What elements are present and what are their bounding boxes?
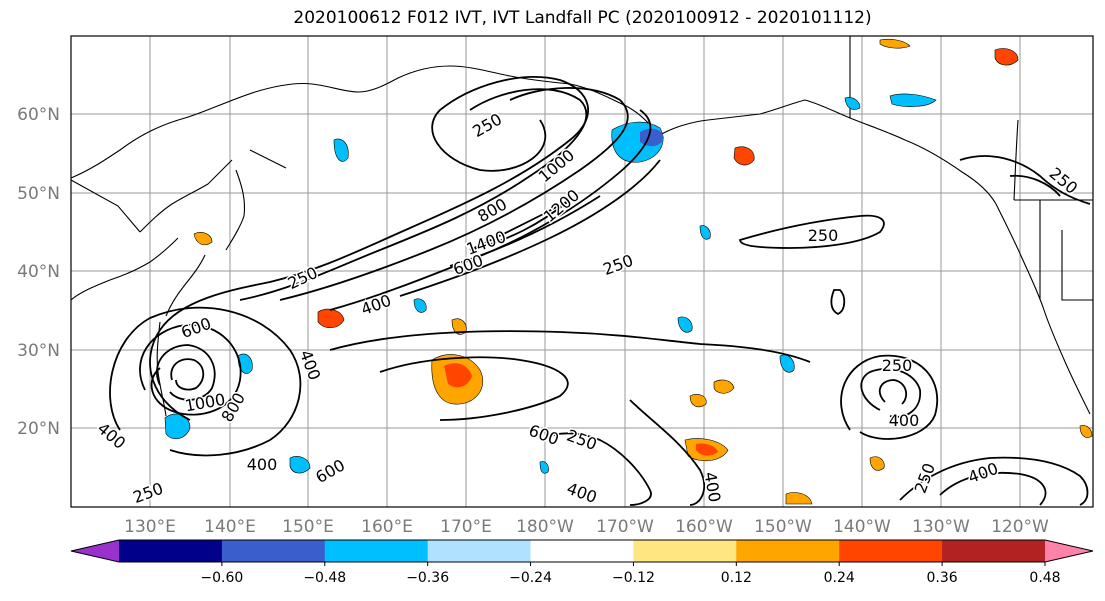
ivt-contours <box>109 76 1091 506</box>
colorbar-tick-label: −0.24 <box>509 570 552 586</box>
lon-label: 160°W <box>675 517 733 537</box>
contour-label: 400 <box>889 411 920 430</box>
colorbar-tick-label: 0.36 <box>927 570 958 586</box>
lon-label: 140°E <box>204 517 256 537</box>
colorbar-tick-label: −0.12 <box>612 570 655 586</box>
lat-label: 40°N <box>17 262 60 282</box>
lon-label: 130°E <box>124 517 176 537</box>
colorbar-segment <box>736 540 840 562</box>
lon-label: 170°W <box>596 517 654 537</box>
colorbar-segment <box>324 540 429 562</box>
contour-label: 250 <box>808 226 839 245</box>
contour-label: 250 <box>882 356 913 375</box>
colorbar: −0.60 −0.48 −0.36 −0.24 −0.12 0.12 0.24 0.36 0.4… <box>70 539 1094 586</box>
latitude-labels: 60°N 50°N 40°N 30°N 20°N <box>17 105 60 439</box>
colorbar-segment <box>530 540 634 562</box>
longitude-labels: 130°E 140°E 150°E 160°E 170°E 180°W 170°W 160°W… <box>124 517 1049 537</box>
colorbar-extend-max <box>1045 540 1093 562</box>
lat-label: 30°N <box>17 341 60 361</box>
colorbar-segment <box>942 540 1046 562</box>
contour-label: 400 <box>247 455 278 474</box>
colorbar-segment <box>119 540 223 562</box>
colorbar-tick-label: 0.12 <box>721 570 752 586</box>
colorbar-tick-label: −0.48 <box>303 570 346 586</box>
map-panel: 2501000600120080014006002504002506004001… <box>70 35 1094 508</box>
lon-label: 160°E <box>361 517 413 537</box>
lon-label: 150°E <box>282 517 334 537</box>
lon-label: 140°W <box>833 517 891 537</box>
lon-label: 130°W <box>912 517 970 537</box>
lon-label: 120°W <box>991 517 1049 537</box>
lat-label: 60°N <box>17 105 60 125</box>
lon-label: 150°W <box>754 517 812 537</box>
colorbar-extend-min <box>71 540 119 562</box>
colorbar-segment <box>839 540 943 562</box>
coastlines <box>70 36 1093 417</box>
colorbar-segment <box>427 540 532 562</box>
colorbar-tick-label: 0.24 <box>824 570 855 586</box>
colorbar-outline <box>70 539 1094 563</box>
lon-label: 170°E <box>440 517 492 537</box>
colorbar-segment <box>221 540 326 562</box>
chart-title: 2020100612 F012 IVT, IVT Landfall PC (20… <box>293 8 872 28</box>
colorbar-tick-label: −0.36 <box>406 570 449 586</box>
lat-label: 50°N <box>17 184 60 204</box>
colorbar-tick-label: −0.60 <box>200 570 243 586</box>
map-border <box>70 35 1094 508</box>
graticule <box>71 36 1093 507</box>
lon-label: 180°W <box>516 517 574 537</box>
colorbar-tick-label: 0.48 <box>1029 570 1060 586</box>
colorbar-segment <box>633 540 737 562</box>
lat-label: 20°N <box>17 419 60 439</box>
